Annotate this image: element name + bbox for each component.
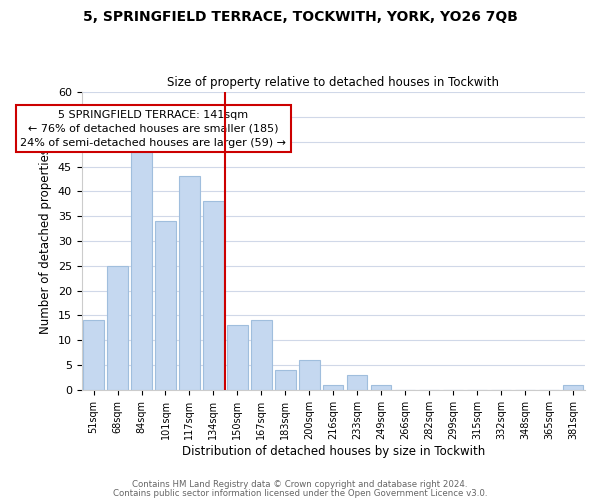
Bar xyxy=(323,385,343,390)
Bar xyxy=(107,266,128,390)
Bar xyxy=(179,176,200,390)
X-axis label: Distribution of detached houses by size in Tockwith: Distribution of detached houses by size … xyxy=(182,444,485,458)
Bar xyxy=(83,320,104,390)
Bar xyxy=(251,320,272,390)
Bar xyxy=(275,370,296,390)
Text: Contains HM Land Registry data © Crown copyright and database right 2024.: Contains HM Land Registry data © Crown c… xyxy=(132,480,468,489)
Bar xyxy=(155,221,176,390)
Text: Contains public sector information licensed under the Open Government Licence v3: Contains public sector information licen… xyxy=(113,488,487,498)
Y-axis label: Number of detached properties: Number of detached properties xyxy=(39,148,52,334)
Bar xyxy=(371,385,391,390)
Bar xyxy=(203,201,224,390)
Title: Size of property relative to detached houses in Tockwith: Size of property relative to detached ho… xyxy=(167,76,499,90)
Bar xyxy=(131,152,152,390)
Bar xyxy=(299,360,320,390)
Bar xyxy=(563,385,583,390)
Bar xyxy=(227,326,248,390)
Bar xyxy=(347,375,367,390)
Text: 5 SPRINGFIELD TERRACE: 141sqm
← 76% of detached houses are smaller (185)
24% of : 5 SPRINGFIELD TERRACE: 141sqm ← 76% of d… xyxy=(20,110,286,148)
Text: 5, SPRINGFIELD TERRACE, TOCKWITH, YORK, YO26 7QB: 5, SPRINGFIELD TERRACE, TOCKWITH, YORK, … xyxy=(83,10,517,24)
